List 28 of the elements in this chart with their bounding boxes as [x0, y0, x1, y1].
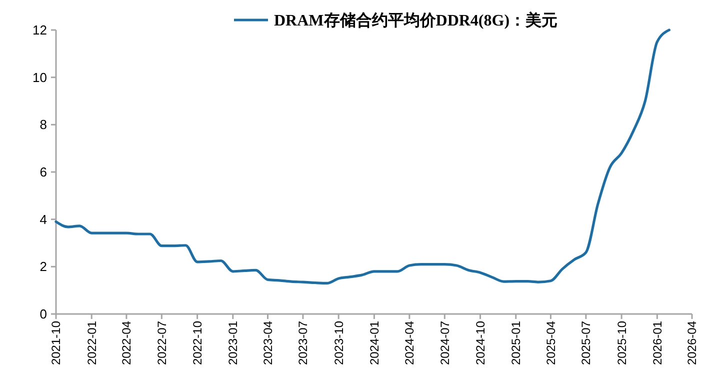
x-tick-label: 2025-07: [579, 320, 594, 366]
y-tick-label: 10: [32, 70, 47, 85]
x-tick-label: 2021-10: [49, 320, 64, 366]
y-tick-label: 0: [40, 306, 47, 322]
x-tick-label: 2022-07: [154, 320, 169, 366]
x-tick-label: 2025-10: [614, 320, 629, 366]
y-tick-label: 6: [40, 164, 47, 180]
x-tick-label: 2024-01: [367, 320, 382, 366]
x-tick-label: 2022-01: [84, 320, 99, 366]
x-tick-label: 2024-10: [473, 320, 488, 366]
y-tick-label: 2: [40, 259, 47, 274]
legend-label: DRAM存储合约平均价DDR4(8G)：美元: [274, 10, 558, 30]
x-tick-label: 2026-04: [685, 320, 700, 366]
x-tick-label: 2022-10: [190, 320, 204, 366]
x-tick-label: 2025-01: [509, 320, 524, 366]
x-tick-label: 2022-04: [120, 320, 134, 366]
y-tick-label: 12: [32, 22, 47, 38]
x-tick-label: 2026-01: [650, 320, 664, 366]
x-tick-label: 2023-04: [260, 320, 275, 366]
y-tick-label: 8: [40, 117, 47, 132]
x-tick-label: 2023-10: [332, 320, 346, 366]
line-series: [54, 28, 670, 285]
x-tick-label: 2024-04: [402, 320, 417, 366]
y-tick-label: 4: [40, 212, 47, 227]
x-tick-label: 2023-01: [226, 320, 240, 366]
x-tick-label: 2024-07: [438, 320, 452, 366]
x-tick-label: 2025-04: [544, 320, 558, 366]
x-tick-label: 2023-07: [296, 320, 310, 366]
